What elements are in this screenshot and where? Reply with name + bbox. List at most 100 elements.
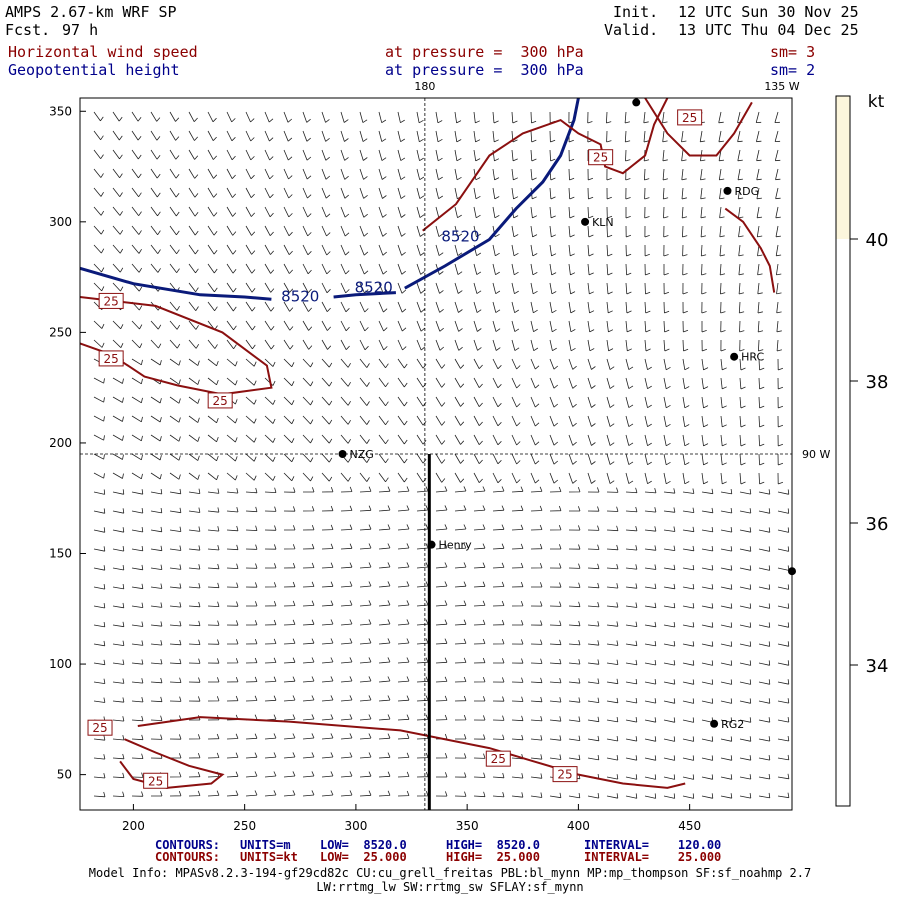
x-tick-label-450: 450 — [678, 819, 701, 833]
meridian-180-label: 180 — [414, 80, 435, 93]
height-label-8520-c: 8520 — [441, 228, 479, 246]
footer-height-high: HIGH= 8520.0 — [446, 838, 540, 852]
speed-label-25-f: 25 — [87, 719, 113, 736]
height-contour-8520-mid — [333, 291, 396, 299]
init-label: Init. — [613, 3, 659, 21]
speed-label-25-d-box — [588, 149, 614, 166]
field1-level: at pressure = 300 hPa — [385, 43, 584, 61]
speed-label-25-e: 25 — [677, 109, 703, 126]
speed-label-25-d: 25 — [588, 149, 614, 166]
speed-label-25-h-text: 25 — [491, 752, 506, 766]
forecast-label: Fcst. — [5, 21, 51, 39]
height-contour-8520-west — [79, 266, 272, 301]
y-tick-label-300: 300 — [49, 215, 72, 229]
speed-label-25-g: 25 — [143, 772, 169, 789]
station-henry-label: Henry — [439, 539, 473, 552]
colorbar-frame — [835, 95, 851, 807]
wind-barbs — [93, 111, 790, 799]
footer-height-label: CONTOURS: — [155, 838, 221, 852]
speed-label-25-i: 25 — [552, 766, 578, 783]
speed-label-25-a: 25 — [98, 292, 124, 309]
y-tick-label-200: 200 — [49, 436, 72, 450]
colorbar-label-38: 38 — [866, 372, 889, 393]
station-hrc-marker — [730, 352, 739, 361]
footer-speed-low: LOW= 25.000 — [320, 850, 407, 864]
speed-label-25-g-text: 25 — [148, 774, 163, 788]
colorbar: kt 40 38 36 34 — [835, 92, 889, 807]
footer-speed-label: CONTOURS: — [155, 850, 221, 864]
speed-label-25-g-box — [143, 772, 169, 789]
speed-label-25-i-box — [552, 766, 578, 783]
speed-label-25-i-text: 25 — [557, 768, 572, 782]
map-axes: 200 250 300 350 400 450 50 100 150 200 250 300 350 18… — [49, 80, 830, 833]
x-tick-label-300: 300 — [344, 819, 367, 833]
stations: NZG Henry KLN RDG HRC RG2 — [338, 98, 796, 731]
y-tick-label-50: 50 — [57, 768, 72, 782]
wind-barb-field — [93, 111, 790, 799]
colorbar-fill — [836, 96, 850, 239]
colorbar-unit: kt — [868, 92, 885, 112]
height-label-8520-b: 8520 — [355, 279, 393, 297]
colorbar-label-36: 36 — [866, 514, 889, 535]
speed-label-25-b-box — [98, 350, 124, 367]
colorbar-label-34: 34 — [866, 656, 889, 677]
field2-smoothing: sm= 2 — [770, 61, 816, 79]
footer-height-low: LOW= 8520.0 — [320, 838, 407, 852]
colorbar-label-40: 40 — [866, 230, 889, 251]
speed-contour-25-south — [137, 716, 686, 789]
field1-smoothing: sm= 3 — [770, 43, 816, 61]
field2-level: at pressure = 300 hPa — [385, 61, 584, 79]
x-tick-label-350: 350 — [456, 819, 479, 833]
y-tick-label-150: 150 — [49, 547, 72, 561]
model-physics: LW:rrtmg_lw SW:rrtmg_sw SFLAY:sf_mynn — [316, 880, 584, 894]
speed-contour-25-north — [422, 97, 669, 232]
station-unlabeled-6-marker — [788, 567, 796, 576]
field2-name: Geopotential height — [8, 61, 180, 79]
field1-name: Horizontal wind speed — [8, 43, 198, 61]
station-unlabeled-7-marker — [632, 98, 641, 107]
speed-label-25-d-text: 25 — [593, 151, 608, 165]
station-rg2-label: RG2 — [721, 718, 744, 731]
height-label-8520-a: 8520 — [281, 287, 319, 305]
x-tick-label-200: 200 — [122, 819, 145, 833]
station-rg2-marker — [710, 719, 719, 728]
x-tick-label-250: 250 — [233, 819, 256, 833]
speed-label-25-c: 25 — [207, 392, 233, 409]
model-title: AMPS 2.67-km WRF SP — [5, 3, 177, 21]
speed-label-25-f-box — [87, 719, 113, 736]
valid-label: Valid. — [604, 21, 659, 39]
footer-height-interval: INTERVAL= 120.00 — [584, 838, 722, 852]
footer-speed-interval: INTERVAL= 25.000 — [584, 850, 722, 864]
station-nzg-marker — [338, 450, 347, 458]
station-rdg-label: RDG — [734, 185, 759, 198]
y-tick-label-350: 350 — [49, 104, 72, 118]
speed-contour-25-east — [724, 207, 776, 293]
speed-label-25-e-box — [677, 109, 703, 126]
speed-contour-25-ne — [644, 97, 753, 157]
x-tick-label-400: 400 — [567, 819, 590, 833]
station-henry-marker — [427, 540, 436, 549]
height-contour-8520-north — [404, 97, 580, 290]
init-time: 12 UTC Sun 30 Nov 25 — [678, 3, 859, 21]
speed-contour-25-west — [79, 296, 273, 396]
station-rdg-marker — [723, 186, 732, 195]
speed-label-25-b: 25 — [98, 350, 124, 367]
speed-label-25-a-text: 25 — [104, 294, 119, 308]
forecast-value: 97 h — [62, 21, 99, 39]
footer-speed-high: HIGH= 25.000 — [446, 850, 540, 864]
footer-speed-units: UNITS=kt — [240, 850, 298, 864]
y-tick-label-100: 100 — [49, 657, 72, 671]
meridian-90w-label: 90 W — [802, 448, 830, 461]
model-info: Model Info: MPASv8.2.3-194-gf29cd82c CU:… — [88, 866, 812, 880]
y-tick-label-250: 250 — [49, 325, 72, 339]
station-nzg-label: NZG — [350, 448, 374, 461]
speed-label-25-a-box — [98, 292, 124, 309]
speed-label-25-b-text: 25 — [104, 352, 119, 366]
speed-label-25-h-box — [485, 750, 511, 767]
speed-label-25-c-text: 25 — [213, 394, 228, 408]
speed-label-25-f-text: 25 — [92, 721, 107, 735]
speed-label-25-h: 25 — [485, 750, 511, 767]
station-hrc-label: HRC — [741, 351, 764, 364]
meridian-135w-label: 135 W — [764, 80, 799, 93]
